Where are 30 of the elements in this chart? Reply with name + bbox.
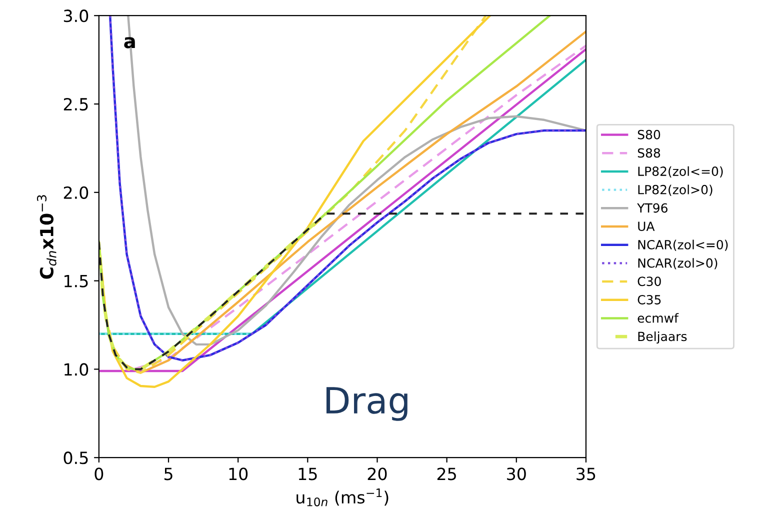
y-tick-label: 1.5 bbox=[64, 274, 88, 288]
y-axis-title: C$_{dn}$x10$^{−3}$ bbox=[36, 195, 56, 279]
x-axis-title: u$_{10n}$ (ms$^{−1}$) bbox=[296, 488, 388, 506]
legend-label: UA bbox=[638, 222, 655, 232]
x-tick-label: 5 bbox=[164, 468, 172, 480]
legend-label: LP82(zol>0) bbox=[638, 184, 712, 196]
legend-label: NCAR(zol>0) bbox=[638, 258, 718, 270]
legend-label: C35 bbox=[638, 294, 661, 304]
legend-label: ecmwf bbox=[638, 313, 679, 323]
y-tick-label: 2.5 bbox=[64, 98, 88, 111]
annotation: a bbox=[124, 37, 135, 48]
x-tick-label: 10 bbox=[229, 468, 248, 480]
legend-label: LP82(zol<=0) bbox=[638, 166, 723, 178]
x-tick-label: 0 bbox=[94, 468, 104, 480]
x-tick-label: 15 bbox=[298, 468, 317, 480]
legend-label: YT96 bbox=[637, 203, 668, 213]
legend-label: S88 bbox=[638, 148, 660, 158]
legend-label: S80 bbox=[638, 130, 660, 140]
legend-label: NCAR(zol<=0) bbox=[638, 240, 728, 251]
y-tick-label: 1.0 bbox=[64, 363, 88, 376]
y-tick-label: 0.5 bbox=[64, 452, 88, 464]
legend-label: Beljaars bbox=[638, 331, 687, 344]
y-tick-label: 3.0 bbox=[64, 10, 88, 22]
y-tick-label: 2.0 bbox=[64, 186, 88, 199]
legend-label: C30 bbox=[638, 276, 661, 286]
x-tick-label: 30 bbox=[507, 468, 526, 480]
x-tick-label: 35 bbox=[576, 468, 596, 480]
x-tick-label: 20 bbox=[368, 468, 387, 480]
annotation: Drag bbox=[326, 387, 408, 421]
x-tick-label: 25 bbox=[437, 468, 456, 480]
